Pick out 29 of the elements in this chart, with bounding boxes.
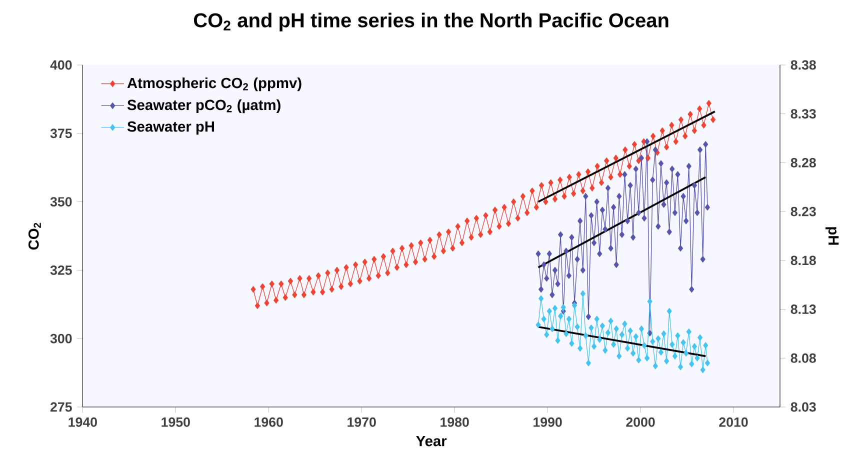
y-tick-label: 325	[50, 265, 72, 275]
x-tick-label: 2010	[719, 417, 748, 427]
y2-tick-label: 8.03	[790, 402, 816, 412]
y-tick-label: 400	[50, 60, 72, 70]
y-axis-title: CO$_{2}$	[28, 222, 41, 250]
legend-label: Atmospheric CO$_{2}$ (ppmv)	[127, 77, 302, 92]
y-tick-label: 350	[50, 197, 72, 207]
x-tick-label: 1980	[440, 417, 469, 427]
y-tick-label: 300	[50, 334, 72, 344]
y2-tick-label: 8.08	[790, 353, 816, 363]
y2-tick-label: 8.38	[790, 60, 816, 70]
x-tick-label: 1950	[162, 417, 190, 427]
y2-tick-label: 8.18	[790, 256, 816, 266]
y2-tick-label: 8.13	[790, 304, 816, 314]
x-axis-title: Year	[416, 436, 447, 446]
y2-axis-title: pH	[826, 227, 839, 245]
chart-title: CO$_{2}$ and pH time series in the North Pacific Ocean	[194, 12, 668, 32]
x-tick-label: 1960	[254, 417, 283, 427]
legend-label: Seawater pH	[127, 121, 214, 135]
y-tick-label: 275	[50, 402, 72, 412]
x-tick-label: 2000	[626, 417, 655, 427]
x-tick-label: 1970	[348, 417, 376, 427]
x-tick-label: 1990	[534, 417, 562, 427]
y2-tick-label: 8.33	[790, 109, 816, 119]
legend-label: Seawater pCO$_{2}$ (µatm)	[127, 99, 280, 114]
y2-tick-label: 8.28	[790, 158, 816, 168]
x-tick-label: 1940	[68, 417, 97, 427]
y2-tick-label: 8.23	[790, 206, 816, 216]
y-tick-label: 375	[50, 128, 72, 138]
